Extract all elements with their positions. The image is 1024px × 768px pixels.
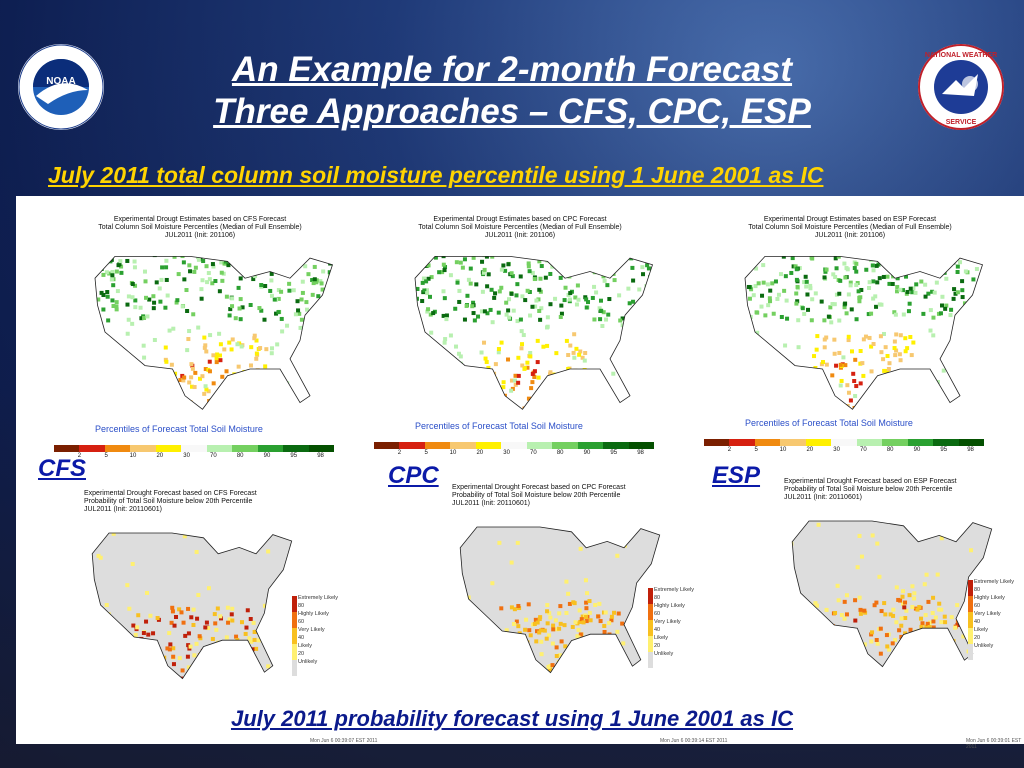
percentile-ticks: 2 5 10 20 30 70 80 90 95 98 — [397, 450, 644, 456]
probability-colorbar-segment — [292, 660, 297, 676]
percentile-colorbar — [54, 445, 334, 452]
percentile-ticks: 2 5 10 20 30 70 80 90 95 98 — [77, 453, 324, 459]
svg-text:SERVICE: SERVICE — [946, 119, 977, 126]
probability-legend: Extremely Likely 80 Highly Likely 60 Very Li… — [298, 595, 339, 665]
probability-colorbar-segment — [968, 644, 973, 660]
probability-legend: Extremely Likely 80 Highly Likely 60 Very Li… — [654, 587, 695, 657]
probability-colorbar-segment — [648, 620, 653, 636]
approach-label: ESP — [712, 462, 761, 489]
percentile-legend-title: Percentiles of Forecast Total Soil Moist… — [415, 421, 583, 431]
probability-colorbar-segment — [968, 596, 973, 612]
percentile-legend-title: Percentiles of Forecast Total Soil Moist… — [95, 424, 263, 434]
probability-colorbar-segment — [292, 628, 297, 644]
drought-probability-map — [459, 526, 661, 674]
top-map-title: Experimental Drougt Estimates based on C… — [418, 216, 622, 239]
soil-moisture-percentile-map — [744, 256, 984, 410]
probability-colorbar-segment — [968, 628, 973, 644]
soil-moisture-percentile-map — [414, 256, 654, 410]
probability-colorbar-segment — [968, 612, 973, 628]
percentile-legend-title: Percentiles of Forecast Total Soil Moist… — [745, 418, 913, 428]
probability-colorbar-segment — [968, 580, 973, 596]
bottom-map-title: Experimental Drought Forecast based on E… — [784, 478, 957, 501]
top-map-title: Experimental Drougt Estimates based on C… — [98, 216, 302, 239]
slide-title-line2: Three Approaches – CFS, CPC, ESP — [213, 92, 811, 131]
probability-colorbar-segment — [292, 596, 297, 612]
noaa-logo-icon: NOAA — [18, 44, 104, 130]
approach-label: CPC — [388, 462, 439, 489]
probability-colorbar-segment — [292, 644, 297, 660]
probability-legend: Extremely Likely 80 Highly Likely 60 Very Li… — [974, 579, 1015, 649]
bottom-map-title: Experimental Drought Forecast based on C… — [452, 484, 626, 507]
probability-colorbar-segment — [648, 652, 653, 668]
percentile-colorbar — [374, 442, 654, 449]
svg-text:NOAA: NOAA — [46, 76, 75, 87]
map-timestamp: Mon Jun 6 00:39:01 EST 2011 — [966, 738, 1022, 750]
map-timestamp: Mon Jun 6 00:39:14 EST 2011 — [660, 738, 728, 744]
bottom-caption: July 2011 probability forecast using 1 J… — [230, 706, 794, 731]
slide-subtitle: July 2011 total column soil moisture per… — [48, 162, 824, 188]
bottom-map-title: Experimental Drought Forecast based on C… — [84, 490, 257, 513]
map-timestamp: Mon Jun 6 00:39:07 EST 2011 — [310, 738, 378, 744]
top-map-title: Experimental Drougt Estimates based on E… — [748, 216, 952, 239]
probability-colorbar-segment — [648, 636, 653, 652]
percentile-colorbar — [704, 439, 984, 446]
drought-probability-map — [91, 532, 293, 680]
slide-title-line1: An Example for 2-month Forecast — [231, 50, 793, 89]
probability-colorbar-segment — [648, 604, 653, 620]
probability-colorbar-segment — [648, 588, 653, 604]
drought-probability-map — [791, 520, 993, 668]
soil-moisture-percentile-map — [94, 256, 334, 410]
probability-colorbar-segment — [292, 612, 297, 628]
percentile-ticks: 2 5 10 20 30 70 80 90 95 98 — [727, 447, 974, 453]
approach-label: CFS — [38, 455, 86, 482]
nws-logo-icon: NATIONAL WEATHER SERVICE — [918, 44, 1004, 130]
svg-text:NATIONAL WEATHER: NATIONAL WEATHER — [925, 52, 997, 59]
